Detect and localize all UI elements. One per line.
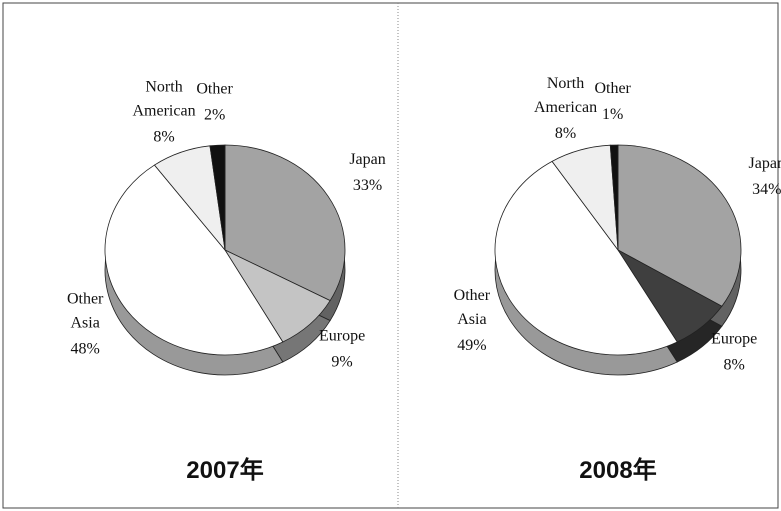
- category-word: Japan: [349, 151, 385, 168]
- category-word: Europe: [711, 331, 757, 348]
- category-label: Other: [594, 80, 631, 97]
- category-word: Japan: [749, 155, 781, 172]
- category-word: North: [547, 75, 584, 92]
- slice-label: Japan 34%: [749, 155, 781, 198]
- category-word: American: [132, 102, 195, 119]
- value-label: 34%: [752, 181, 781, 198]
- slice-label: Europe 9%: [319, 327, 365, 370]
- category-label: North American: [534, 75, 597, 116]
- value-label: 8%: [153, 128, 174, 145]
- category-word: Other: [594, 80, 631, 97]
- category-label: Japan: [349, 151, 385, 168]
- value-label: 8%: [555, 125, 576, 142]
- value-label: 8%: [724, 357, 745, 374]
- pie-slice: [609, 144, 619, 251]
- category-label: Other: [196, 80, 233, 97]
- chart-title: 2008年: [579, 456, 656, 484]
- slice-label: Other 1%: [594, 80, 631, 123]
- value-label: 2%: [204, 106, 225, 123]
- category-label: Europe: [319, 327, 365, 344]
- slice-label: North American 8%: [132, 78, 195, 145]
- value-label: 48%: [71, 341, 100, 358]
- category-label: Other Asia: [454, 287, 491, 328]
- slice-label: North American 8%: [534, 75, 597, 142]
- slice-label: Other Asia 48%: [67, 291, 104, 358]
- category-word: Other: [196, 80, 233, 97]
- slice-label: Japan 33%: [349, 151, 385, 194]
- chart-title: 2007年: [186, 456, 263, 484]
- pie-slice: [209, 144, 226, 251]
- category-word: American: [534, 99, 597, 116]
- pie-slice: [494, 160, 678, 356]
- value-label: 49%: [457, 337, 486, 354]
- slice-label: Other Asia 49%: [454, 287, 491, 354]
- slice-label: Other 2%: [196, 80, 233, 123]
- category-label: North American: [132, 78, 195, 119]
- pie-slice: [224, 144, 346, 302]
- category-label: Europe: [711, 331, 757, 348]
- category-word: North: [145, 78, 182, 95]
- category-label: Japan: [749, 155, 781, 172]
- pie-slice: [104, 164, 284, 356]
- value-label: 33%: [353, 177, 382, 194]
- value-label: 1%: [602, 106, 623, 123]
- category-word: Asia: [71, 315, 100, 332]
- value-label: 9%: [331, 353, 352, 370]
- category-label: Other Asia: [67, 291, 104, 332]
- pie-slice: [617, 144, 742, 307]
- category-word: Asia: [457, 311, 486, 328]
- category-word: Other: [67, 291, 104, 308]
- slice-label: Europe 8%: [711, 331, 757, 374]
- category-word: Europe: [319, 327, 365, 344]
- category-word: Other: [454, 287, 491, 304]
